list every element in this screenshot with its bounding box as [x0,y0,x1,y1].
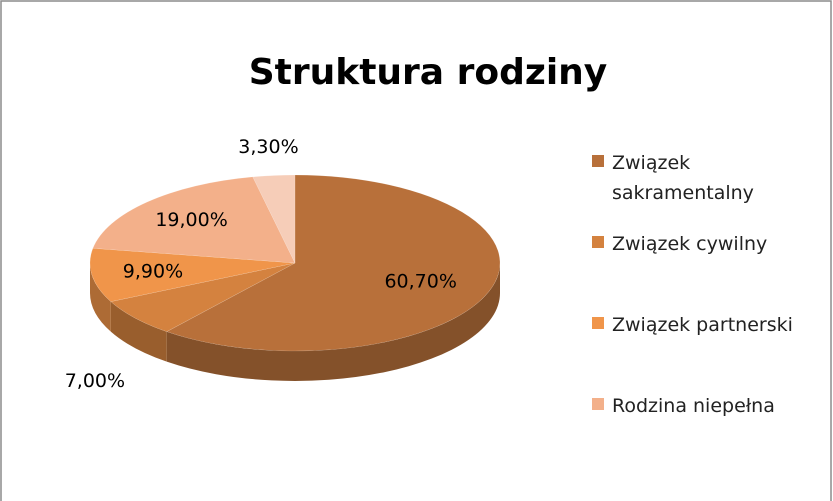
legend-swatch [592,398,604,410]
slice [166,174,501,352]
slice-side [166,263,501,381]
legend-item: Rodzina niepełna [592,391,817,472]
slice [89,248,296,302]
legend-swatch [592,155,604,167]
legend: Związek sakramentalny Związek cywilny Zwią… [592,148,817,472]
slice-side [110,301,167,362]
data-label: 7,00% [65,370,125,392]
data-label: 9,90% [123,260,183,282]
data-label: 3,30% [238,136,298,158]
legend-swatch [592,317,604,329]
legend-label: Związek sakramentalny [612,152,754,204]
legend-label: Związek partnerski [612,314,793,336]
slice-side [90,263,111,332]
legend-item: Związek cywilny [592,229,817,310]
legend-label: Związek cywilny [612,233,768,255]
data-label: 19,00% [155,209,227,231]
legend-swatch [592,236,604,248]
slice [92,176,296,264]
legend-item: Związek sakramentalny [592,148,817,229]
legend-label: Rodzina niepełna [612,395,775,417]
slice [252,174,296,264]
legend-item: Związek partnerski [592,310,817,391]
chart-title: Struktura rodziny [249,52,608,93]
data-label: 60,70% [384,270,456,292]
slice [110,262,296,332]
